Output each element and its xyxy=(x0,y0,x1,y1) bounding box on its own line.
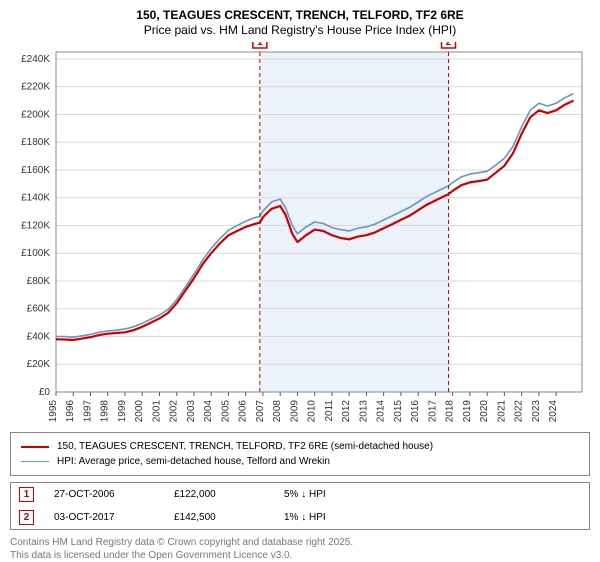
y-tick-label: £220K xyxy=(21,82,50,93)
marker-num-2: 2 xyxy=(446,42,452,48)
x-tick-label: 2023 xyxy=(531,400,542,423)
sale-date: 27-OCT-2006 xyxy=(54,489,154,500)
legend-label: HPI: Average price, semi-detached house,… xyxy=(57,454,330,469)
y-tick-label: £240K xyxy=(21,54,50,65)
x-tick-label: 2022 xyxy=(514,400,525,423)
y-tick-label: £100K xyxy=(21,248,50,259)
table-row: 1 27-OCT-2006 £122,000 5% ↓ HPI xyxy=(11,483,589,506)
chart-title: 150, TEAGUES CRESCENT, TRENCH, TELFORD, … xyxy=(10,8,590,38)
legend-swatch xyxy=(21,461,49,462)
x-tick-label: 2011 xyxy=(324,400,335,422)
legend-swatch xyxy=(21,446,49,448)
title-line1: 150, TEAGUES CRESCENT, TRENCH, TELFORD, … xyxy=(10,8,590,23)
sale-price: £122,000 xyxy=(174,489,264,500)
x-tick-label: 2005 xyxy=(220,400,231,423)
x-tick-label: 2018 xyxy=(445,400,456,423)
sales-table: 1 27-OCT-2006 £122,000 5% ↓ HPI 2 03-OCT-2017… xyxy=(10,482,590,530)
x-tick-label: 2019 xyxy=(462,400,473,423)
x-tick-label: 2007 xyxy=(255,400,266,423)
footer-line2: This data is licensed under the Open Gov… xyxy=(10,549,590,562)
y-tick-label: £200K xyxy=(21,109,50,120)
x-tick-label: 2024 xyxy=(548,400,559,423)
y-tick-label: £20K xyxy=(27,359,51,370)
x-tick-label: 2000 xyxy=(134,400,145,423)
legend-label: 150, TEAGUES CRESCENT, TRENCH, TELFORD, … xyxy=(57,439,433,454)
y-tick-label: £60K xyxy=(27,304,51,315)
y-tick-label: £140K xyxy=(21,193,50,204)
y-tick-label: £40K xyxy=(27,331,51,342)
x-tick-label: 2021 xyxy=(496,400,507,423)
legend: 150, TEAGUES CRESCENT, TRENCH, TELFORD, … xyxy=(10,432,590,476)
x-tick-label: 1995 xyxy=(48,400,59,423)
x-tick-label: 1997 xyxy=(82,400,93,423)
x-tick-label: 1998 xyxy=(100,400,111,423)
sale-price: £142,500 xyxy=(174,512,264,523)
x-tick-label: 2016 xyxy=(410,400,421,423)
x-tick-label: 2010 xyxy=(307,400,318,423)
footer-line1: Contains HM Land Registry data © Crown c… xyxy=(10,536,590,549)
x-tick-label: 2004 xyxy=(203,400,214,423)
sale-marker-2: 2 xyxy=(19,510,34,525)
chart-svg: £0 £20K £40K £60K £80K £100K £120K £140K £160K £1… xyxy=(10,42,590,426)
x-tick-label: 2003 xyxy=(186,400,197,423)
x-tick-label: 2006 xyxy=(238,400,249,423)
table-row: 2 03-OCT-2017 £142,500 1% ↓ HPI xyxy=(11,506,589,529)
x-tick-label: 2017 xyxy=(427,400,438,423)
x-tick-label: 1996 xyxy=(65,400,76,423)
x-tick-label: 2002 xyxy=(169,400,180,423)
legend-row: 150, TEAGUES CRESCENT, TRENCH, TELFORD, … xyxy=(21,439,579,454)
y-tick-label: £80K xyxy=(27,276,51,287)
marker-num-1: 1 xyxy=(257,42,263,48)
footer-attribution: Contains HM Land Registry data © Crown c… xyxy=(10,536,590,562)
title-line2: Price paid vs. HM Land Registry's House … xyxy=(10,23,590,38)
x-tick-label: 2014 xyxy=(376,400,387,423)
y-tick-label: £160K xyxy=(21,165,50,176)
x-tick-label: 2020 xyxy=(479,400,490,423)
y-tick-label: £120K xyxy=(21,220,50,231)
y-tick-label: £0 xyxy=(39,387,51,398)
y-tick-label: £180K xyxy=(21,137,50,148)
line-chart: £0 £20K £40K £60K £80K £100K £120K £140K £160K £1… xyxy=(10,42,590,426)
sale-hpi-delta: 1% ↓ HPI xyxy=(284,512,404,523)
x-tick-label: 2013 xyxy=(358,400,369,423)
x-tick-label: 2012 xyxy=(341,400,352,423)
sale-date: 03-OCT-2017 xyxy=(54,512,154,523)
sale-marker-1: 1 xyxy=(19,487,34,502)
x-tick-label: 2015 xyxy=(393,400,404,423)
legend-row: HPI: Average price, semi-detached house,… xyxy=(21,454,579,469)
x-tick-label: 1999 xyxy=(117,400,128,423)
x-tick-label: 2008 xyxy=(272,400,283,423)
sale-hpi-delta: 5% ↓ HPI xyxy=(284,489,404,500)
x-tick-label: 2001 xyxy=(151,400,162,423)
x-tick-label: 2009 xyxy=(289,400,300,423)
